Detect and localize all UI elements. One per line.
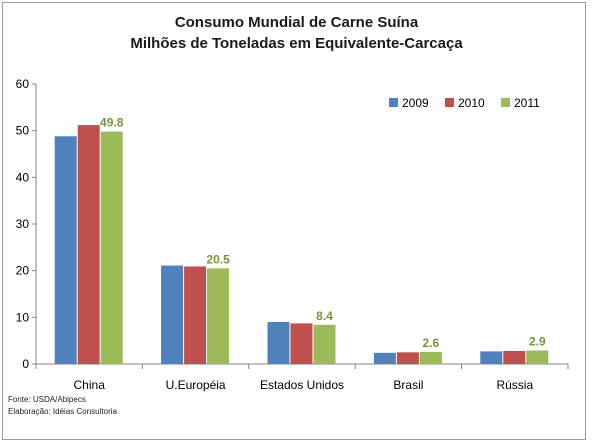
data-label: 2.9 bbox=[529, 334, 546, 348]
legend-swatch bbox=[445, 98, 454, 107]
x-tick-label: U.Européia bbox=[166, 378, 226, 392]
legend-label: 2009 bbox=[402, 96, 429, 110]
bar-2011 bbox=[207, 268, 230, 364]
bar-2010 bbox=[184, 266, 207, 364]
data-label: 49.8 bbox=[100, 116, 124, 130]
legend-swatch bbox=[501, 98, 510, 107]
x-axis: China U.Européia Estados Unidos Brasil Rússi… bbox=[35, 363, 569, 392]
y-tick-label: 40 bbox=[16, 170, 30, 184]
x-tick-label: China bbox=[74, 378, 106, 392]
bar-2011 bbox=[526, 350, 549, 364]
bar-2009 bbox=[480, 351, 503, 364]
bar-2011 bbox=[313, 324, 336, 364]
bar-2011 bbox=[100, 131, 123, 364]
data-labels: 49.8 20.5 8.4 2.6 2.9 bbox=[100, 116, 546, 350]
bar-2011 bbox=[419, 351, 442, 364]
bar-2010 bbox=[77, 125, 100, 364]
y-tick-label: 0 bbox=[22, 357, 29, 371]
bar-2009 bbox=[373, 352, 396, 364]
chart-subtitle: Milhões de Toneladas em Equivalente-Carc… bbox=[130, 35, 463, 52]
y-tick-label: 20 bbox=[16, 264, 30, 278]
bar-2010 bbox=[290, 323, 313, 364]
y-tick-label: 60 bbox=[16, 77, 30, 91]
bar-2009 bbox=[161, 265, 184, 364]
x-tick-label: Brasil bbox=[393, 378, 423, 392]
x-tick-label: Rússia bbox=[496, 378, 533, 392]
y-tick-label: 30 bbox=[16, 217, 30, 231]
bar-2009 bbox=[54, 136, 77, 364]
data-label: 2.6 bbox=[423, 336, 440, 350]
y-tick-label: 50 bbox=[16, 124, 30, 138]
chart-title-block: Consumo Mundial de Carne Suína Milhões d… bbox=[0, 12, 593, 54]
y-axis: 0 10 20 30 40 50 60 bbox=[16, 77, 37, 371]
legend-swatch bbox=[389, 98, 398, 107]
data-label: 8.4 bbox=[316, 309, 333, 323]
legend-label: 2010 bbox=[458, 96, 485, 110]
elaboration-note: Elaboração: Idéias Consultoria bbox=[8, 407, 117, 416]
bar-2010 bbox=[396, 352, 419, 364]
legend-label: 2011 bbox=[514, 96, 540, 110]
x-tick-label: Estados Unidos bbox=[260, 378, 344, 392]
bar-2010 bbox=[503, 350, 526, 364]
data-label: 20.5 bbox=[206, 252, 230, 266]
legend: 2009 2010 2011 bbox=[389, 96, 540, 110]
y-tick-label: 10 bbox=[16, 310, 30, 324]
footnote: Fonte: USDA/Abipecs Elaboração: Idéias C… bbox=[8, 394, 117, 418]
source-note: Fonte: USDA/Abipecs bbox=[8, 395, 86, 404]
bars bbox=[54, 125, 549, 364]
bar-2009 bbox=[267, 322, 290, 364]
chart-title: Consumo Mundial de Carne Suína bbox=[174, 14, 419, 31]
